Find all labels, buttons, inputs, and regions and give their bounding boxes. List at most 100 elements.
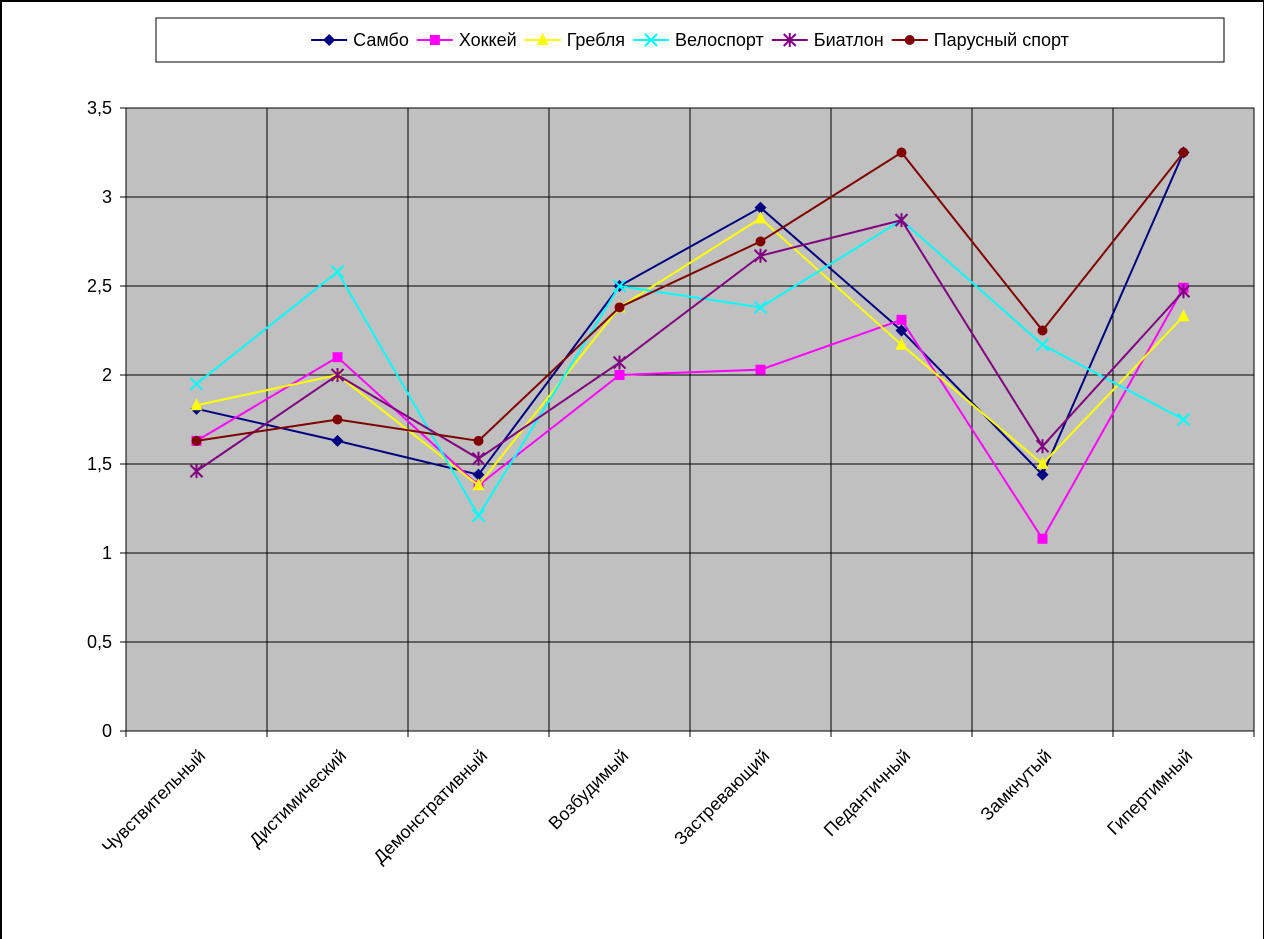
data-point (754, 211, 767, 224)
data-point (331, 434, 344, 447)
legend-label: Гребля (567, 30, 625, 50)
legend-label: Биатлон (814, 30, 884, 50)
data-point (190, 398, 203, 411)
data-point (471, 508, 486, 523)
marker-diamond (331, 434, 344, 447)
marker-circle (332, 414, 343, 425)
marker-circle (614, 302, 625, 313)
x-tick-label: Чувствительный (98, 746, 209, 857)
legend-marker (323, 34, 336, 46)
marker-circle (191, 435, 202, 446)
y-tick-label: 3 (102, 187, 112, 207)
data-point (614, 302, 625, 313)
series-5 (189, 213, 1191, 479)
marker-x-stroke (612, 279, 627, 293)
marker-x-stroke (1176, 412, 1191, 427)
data-point (471, 451, 486, 466)
marker-triangle (754, 211, 767, 224)
data-point (1035, 439, 1050, 454)
y-tick-label: 1 (102, 543, 112, 563)
marker-square (1037, 533, 1048, 544)
data-point (189, 377, 204, 391)
data-point (1035, 338, 1050, 352)
legend-item-5: Биатлон (771, 30, 884, 50)
marker-x-stroke (1035, 338, 1050, 352)
legend-label: Хоккей (459, 30, 517, 50)
data-point (472, 478, 485, 491)
legend-marker (783, 33, 797, 47)
data-point (330, 368, 345, 382)
x-tick-label: Дистимический (245, 746, 350, 851)
legend-item-2: Хоккей (416, 30, 517, 50)
data-point (191, 435, 202, 446)
data-point (896, 147, 907, 158)
x-tick-label: Демонстративный (370, 746, 492, 868)
y-tick-label: 0 (102, 721, 112, 741)
data-point (189, 464, 204, 479)
series-line (196, 152, 1185, 477)
data-point (614, 370, 625, 380)
legend-marker (429, 35, 440, 45)
data-point (754, 201, 767, 214)
data-point (1177, 309, 1190, 322)
data-point (1176, 412, 1191, 427)
legend-item-4: Велоспорт (632, 30, 764, 50)
legend-marker (536, 33, 549, 45)
legend-label: Самбо (353, 30, 409, 50)
marker-circle (755, 236, 766, 247)
y-tick-label: 1,5 (87, 454, 112, 474)
marker-triangle (536, 33, 549, 45)
marker-triangle (190, 398, 203, 411)
series-line (196, 151, 1185, 442)
data-point (332, 352, 343, 363)
series-line (195, 218, 1185, 472)
legend-label: Парусный спорт (934, 30, 1069, 50)
legend-item-6: Парусный спорт (891, 30, 1069, 50)
data-point (330, 265, 345, 279)
data-point (894, 213, 909, 228)
data-point (1176, 284, 1191, 299)
legend-item-3: Гребля (524, 30, 625, 50)
data-point (895, 337, 908, 350)
legend-item-1: Самбо (311, 30, 409, 50)
data-point (895, 324, 908, 337)
x-tick-label: Замкнутый (977, 746, 1056, 825)
series-line (196, 217, 1185, 487)
marker-circle (473, 435, 484, 446)
data-point (1036, 468, 1049, 481)
data-point (1036, 457, 1049, 469)
marker-square (614, 370, 625, 380)
marker-square (755, 364, 766, 375)
series-line (195, 218, 1184, 518)
data-point (753, 300, 768, 315)
data-point (473, 435, 484, 446)
x-tick-label: Застревающий (670, 746, 773, 849)
data-point (755, 236, 766, 247)
marker-square (332, 352, 343, 363)
data-point (612, 355, 627, 370)
marker-square (896, 314, 907, 325)
marker-x-stroke (644, 33, 658, 47)
marker-triangle (1036, 457, 1049, 469)
series-6 (191, 147, 1189, 446)
legend-label: Велоспорт (675, 30, 764, 50)
marker-diamond (323, 34, 336, 46)
marker-triangle (895, 337, 908, 350)
marker-diamond (895, 324, 908, 337)
data-point (1178, 147, 1189, 158)
x-tick-label: Возбудимый (545, 746, 633, 834)
marker-circle (904, 35, 915, 45)
y-tick-label: 2,5 (87, 276, 112, 296)
marker-diamond (1036, 468, 1049, 481)
y-tick-label: 0,5 (87, 632, 112, 652)
data-point (753, 248, 768, 263)
legend-marker (904, 35, 915, 45)
x-tick-label: Педантичный (820, 746, 914, 840)
marker-diamond (472, 468, 485, 481)
data-point (1037, 325, 1048, 336)
marker-diamond (754, 201, 767, 214)
y-tick-label: 3,5 (87, 98, 112, 118)
marker-square (429, 35, 440, 45)
